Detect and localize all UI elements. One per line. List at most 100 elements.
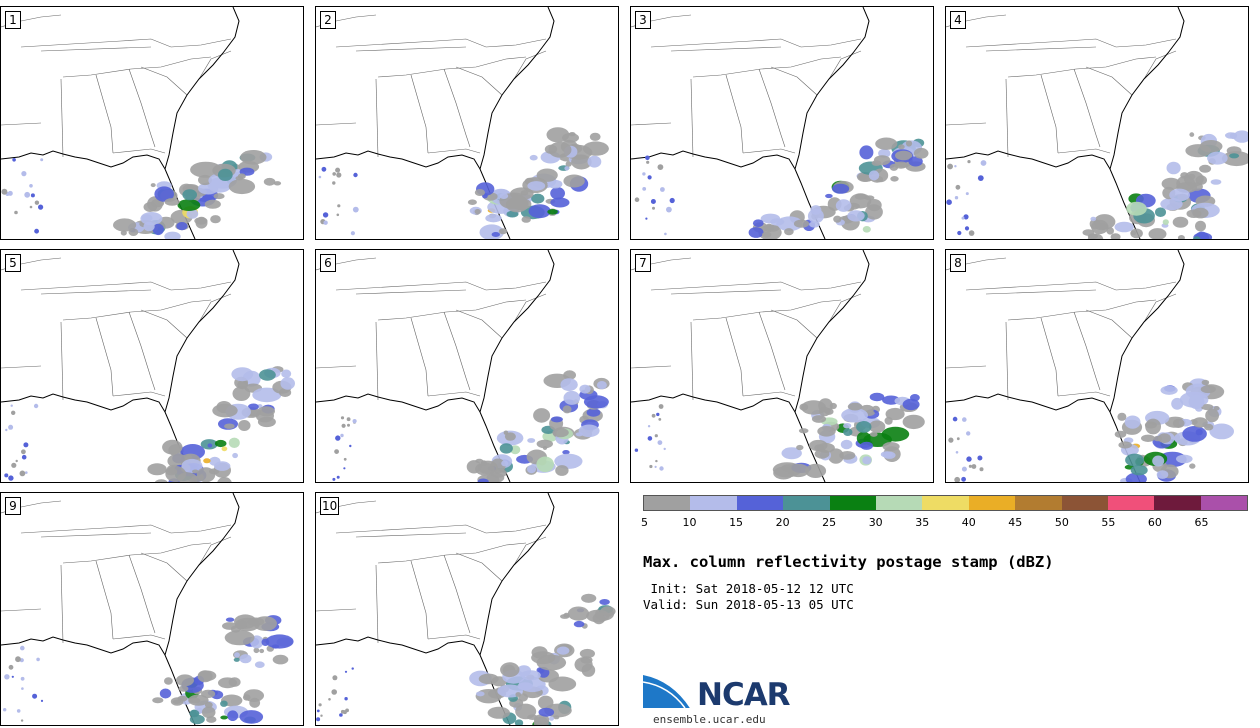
colorbar-segment <box>690 496 737 510</box>
reflectivity-cell <box>666 206 672 213</box>
reflectivity-cell <box>1172 216 1189 228</box>
reflectivity-cell <box>664 232 667 236</box>
state-boundary-line <box>128 311 156 391</box>
reflectivity-cell <box>201 689 216 699</box>
reflectivity-cell <box>498 228 508 235</box>
reflectivity-cell <box>980 160 987 166</box>
state-boundary-line <box>742 391 796 397</box>
reflectivity-cell <box>968 464 972 468</box>
reflectivity-cell <box>967 160 971 164</box>
reflectivity-cell <box>172 699 181 704</box>
reflectivity-cell <box>553 715 560 720</box>
reflectivity-cell <box>12 158 16 162</box>
reflectivity-map <box>1 7 282 239</box>
reflectivity-cell <box>321 166 327 172</box>
reflectivity-cell <box>547 209 558 215</box>
reflectivity-cell <box>21 687 24 690</box>
reflectivity-cell <box>843 423 852 429</box>
reflectivity-cell <box>253 616 277 631</box>
reflectivity-cell <box>527 438 536 443</box>
reflectivity-cell <box>908 156 923 167</box>
reflectivity-cell <box>220 700 228 707</box>
state-boundary-line <box>1007 299 1157 321</box>
reflectivity-cell <box>1199 164 1212 173</box>
colorbar-segment <box>1200 496 1248 510</box>
state-boundary-line <box>112 634 166 640</box>
reflectivity-cell <box>1160 385 1178 395</box>
reflectivity-cell <box>147 463 167 476</box>
reflectivity-cell <box>562 450 570 455</box>
state-boundary-line <box>965 38 1177 48</box>
reflectivity-cell <box>563 174 585 188</box>
reflectivity-cell <box>658 418 662 421</box>
state-boundary-line <box>128 554 156 634</box>
reflectivity-cell <box>1225 132 1237 139</box>
reflectivity-cell <box>1126 201 1147 216</box>
reflectivity-cell <box>659 466 664 471</box>
state-boundary-line <box>377 542 527 564</box>
reflectivity-cell <box>752 219 764 227</box>
reflectivity-cell <box>478 673 499 685</box>
reflectivity-cell <box>164 677 173 685</box>
reflectivity-cell <box>249 697 261 708</box>
reflectivity-cell <box>793 219 810 228</box>
state-boundary-line <box>455 66 503 96</box>
state-boundary-line <box>690 78 694 158</box>
reflectivity-cell <box>520 670 541 681</box>
reflectivity-cell <box>955 451 959 454</box>
reflectivity-cell <box>971 464 977 469</box>
state-boundary-line <box>375 564 379 644</box>
state-boundary-line <box>455 309 503 339</box>
reflectivity-cell <box>316 717 321 722</box>
reflectivity-cell <box>346 417 351 422</box>
reflectivity-cell <box>152 223 164 236</box>
reflectivity-cell <box>859 145 874 160</box>
reflectivity-cell <box>582 141 609 156</box>
reflectivity-cell <box>810 205 822 215</box>
reflectivity-cell <box>1162 219 1169 226</box>
state-boundary-line <box>758 68 786 148</box>
reflectivity-cell <box>503 430 509 435</box>
reflectivity-cell <box>839 451 856 460</box>
reflectivity-cell <box>902 398 920 411</box>
reflectivity-cell <box>14 210 18 215</box>
state-boundary-line <box>1143 293 1177 323</box>
reflectivity-cell <box>1171 397 1184 410</box>
state-boundary-line <box>335 524 547 534</box>
reflectivity-cell <box>38 204 44 210</box>
state-boundary-line <box>443 68 471 148</box>
reflectivity-cell <box>1176 454 1193 464</box>
reflectivity-cell <box>835 199 852 212</box>
reflectivity-cell <box>663 447 666 451</box>
reflectivity-cell <box>347 423 350 427</box>
reflectivity-cell <box>1130 230 1137 236</box>
reflectivity-cell <box>29 184 33 188</box>
reflectivity-cell <box>177 695 188 702</box>
reflectivity-cell <box>259 648 265 654</box>
reflectivity-cell <box>476 691 485 697</box>
state-boundary-line <box>316 365 357 369</box>
colorbar-segment <box>783 496 830 510</box>
state-boundary-line <box>60 321 64 401</box>
reflectivity-cell <box>963 214 969 220</box>
reflectivity-cell <box>554 453 583 469</box>
reflectivity-cell <box>257 406 275 417</box>
reflectivity-cell <box>868 420 886 433</box>
state-boundary-line <box>965 281 1177 291</box>
reflectivity-cell <box>1114 430 1127 438</box>
reflectivity-cell <box>563 612 570 618</box>
reflectivity-cell <box>1130 465 1148 476</box>
reflectivity-cell <box>961 476 966 482</box>
state-boundary-line <box>198 536 232 566</box>
reflectivity-cell <box>21 454 27 460</box>
reflectivity-map <box>1 493 294 725</box>
reflectivity-cell <box>224 630 255 646</box>
reflectivity-cell <box>1157 433 1171 444</box>
colorbar-segment <box>968 496 1016 510</box>
reflectivity-cell <box>332 172 336 176</box>
state-boundary-line <box>670 46 782 52</box>
coastline <box>631 250 870 482</box>
reflectivity-cell <box>966 431 971 436</box>
state-boundary-line <box>40 46 152 52</box>
reflectivity-cell <box>860 441 873 450</box>
